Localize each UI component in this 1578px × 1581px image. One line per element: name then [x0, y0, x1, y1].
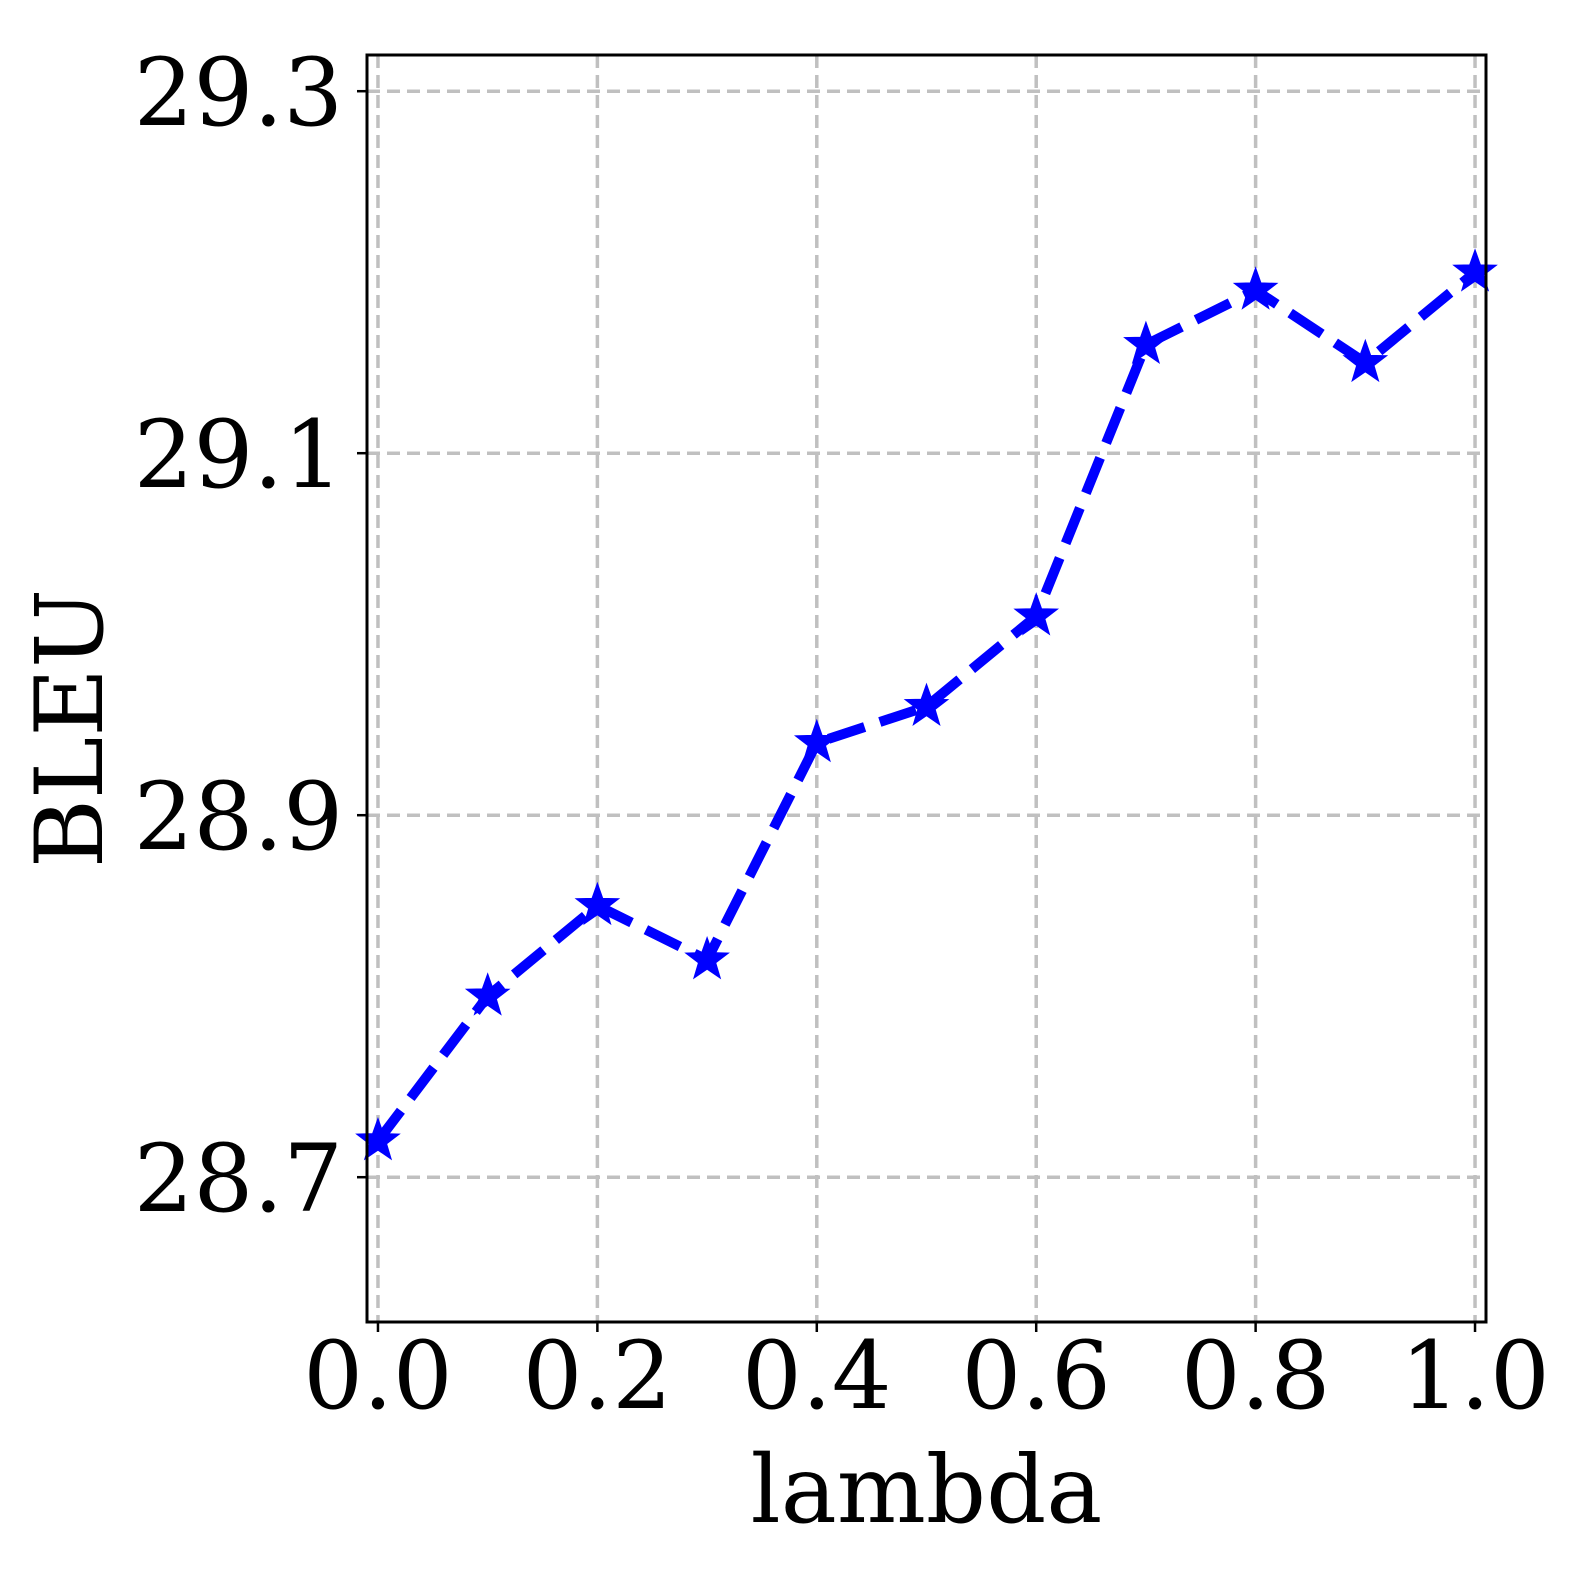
y-tick-label: 29.3: [134, 39, 343, 148]
data-point-marker: [1013, 592, 1060, 636]
x-tick-label: 0.4: [742, 1322, 892, 1431]
data-point-marker: [793, 718, 840, 763]
x-tick-label: 0.0: [303, 1322, 453, 1431]
series-layer: [355, 248, 1498, 1161]
x-tick-label: 0.8: [1181, 1322, 1331, 1431]
data-point-marker: [1123, 320, 1169, 365]
plot-frame: [365, 53, 1488, 1324]
series-line: [373, 268, 1479, 1145]
y-tick-label: 28.9: [134, 763, 343, 872]
x-tick-label: 1.0: [1400, 1322, 1550, 1431]
data-point-marker: [574, 881, 621, 926]
data-point-marker: [1232, 266, 1279, 310]
data-point-marker: [684, 936, 730, 980]
data-point-marker: [464, 972, 511, 1016]
data-point-marker: [355, 1117, 401, 1161]
y-tick-label: 29.1: [134, 401, 343, 510]
y-axis: 28.7 28.9 29.1 29.3: [134, 39, 367, 1234]
y-tick-label: 28.7: [134, 1125, 343, 1234]
x-axis: 0.0 0.2 0.4 0.6 0.8 1.0: [303, 1322, 1550, 1431]
data-point-marker: [1342, 338, 1389, 383]
x-tick-label: 0.2: [523, 1322, 673, 1431]
x-tick-label: 0.6: [961, 1322, 1111, 1431]
x-axis-label: lambda: [751, 1436, 1103, 1545]
data-point-marker: [903, 682, 950, 727]
y-axis-label: BLEU: [16, 589, 125, 868]
data-point-marker: [1452, 248, 1498, 292]
